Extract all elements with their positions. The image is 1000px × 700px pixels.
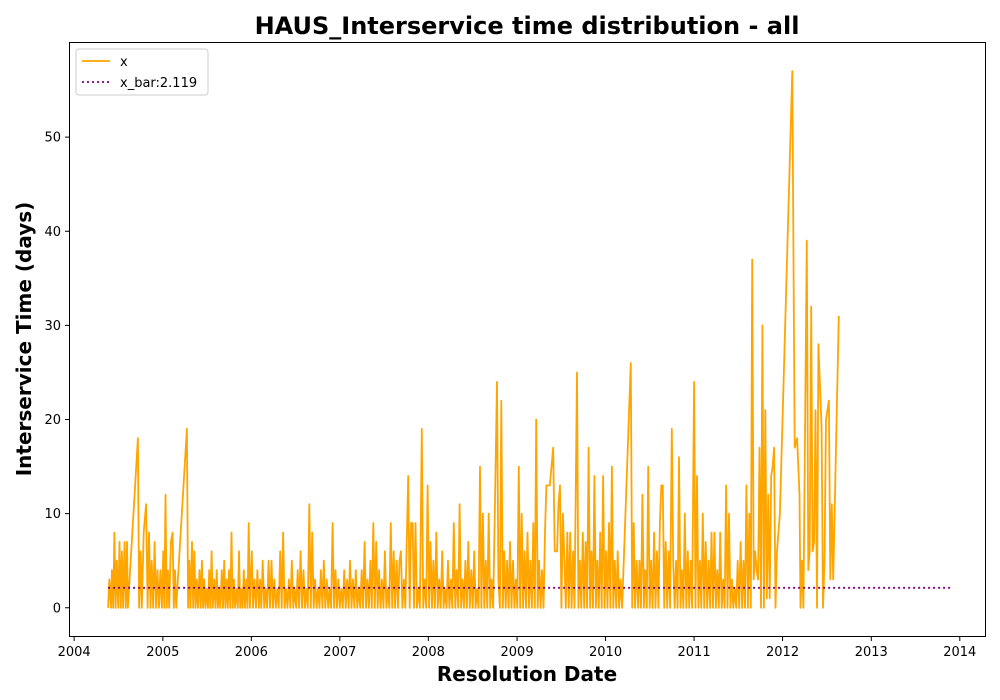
y-tick-label: 40 — [44, 225, 61, 240]
chart-title: HAUS_Interservice time distribution - al… — [255, 12, 800, 40]
x-tick-label: 2012 — [766, 645, 799, 660]
x-tick-label: 2007 — [323, 645, 356, 660]
y-tick-label: 20 — [44, 413, 61, 428]
plot-frame — [69, 42, 986, 637]
y-tick-label: 50 — [44, 131, 61, 146]
x-tick-label: 2008 — [412, 645, 445, 660]
x-tick-label: 2010 — [589, 645, 622, 660]
x-tick-label: 2014 — [943, 645, 976, 660]
y-tick-label: 30 — [44, 319, 61, 334]
x-tick-label: 2006 — [235, 645, 268, 660]
x-tick-label: 2004 — [58, 645, 91, 660]
plot-area — [107, 70, 952, 609]
x-axis-label: Resolution Date — [437, 662, 617, 686]
y-tick-label: 10 — [44, 507, 61, 522]
axes — [69, 42, 986, 637]
y-axis-label: Interservice Time (days) — [12, 202, 36, 477]
y-axis-ticks: 0 10 20 30 40 50 — [44, 131, 70, 616]
x-tick-label: 2005 — [146, 645, 179, 660]
x-axis-ticks: 2004 2005 2006 2007 2008 2009 2010 2011 2012 2013… — [58, 636, 976, 660]
y-tick-label: 0 — [53, 601, 61, 616]
x-tick-label: 2011 — [678, 645, 711, 660]
x-tick-label: 2013 — [855, 645, 888, 660]
legend-entry-x-bar: x_bar:2.119 — [120, 76, 197, 91]
legend-entry-x: x — [120, 55, 128, 70]
x-tick-label: 2009 — [501, 645, 534, 660]
series-line-x — [107, 70, 840, 609]
legend: x x_bar:2.119 — [75, 48, 209, 96]
